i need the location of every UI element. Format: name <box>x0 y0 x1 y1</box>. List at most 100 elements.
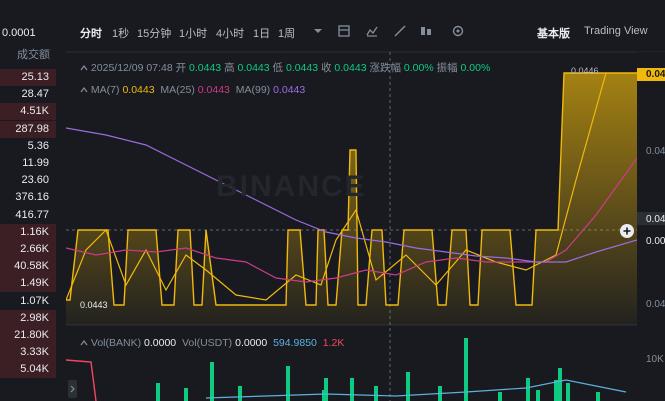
trade-row: 376.16 <box>15 191 49 204</box>
expand-panel-button[interactable] <box>68 380 77 398</box>
volume-axis-label: 10K <box>646 354 664 365</box>
vol-ma-value-2: 1.2K <box>322 337 345 349</box>
volume-bar <box>566 383 570 401</box>
trade-row: 1.16K <box>0 223 56 241</box>
open-value: 0.0443 <box>189 62 222 74</box>
tradingview-tab[interactable]: Trading View <box>584 25 648 37</box>
high-value: 0.0443 <box>237 62 270 74</box>
candle-datetime: 2025/12/09 07:48 <box>90 62 173 74</box>
amplitude-label: 振幅 <box>436 62 458 74</box>
high-marker-label: 0.0446 <box>571 66 599 76</box>
price-chart[interactable]: 分时 1秒 15分钟 1小时 4小时 1日 1周 基本版 Trading Vie… <box>66 0 665 401</box>
interval-tab-1h[interactable]: 1小时 <box>179 28 208 40</box>
ma99-value: 0.0443 <box>273 84 306 96</box>
volume-bar <box>238 386 242 401</box>
ma7-value: 0.0443 <box>122 84 155 96</box>
header-turnover: 成交额 <box>17 49 50 61</box>
volume-bars <box>66 338 627 401</box>
trade-row: 5.04K <box>0 361 56 379</box>
layout-icon[interactable] <box>419 24 433 38</box>
volume-bar <box>350 378 354 401</box>
volume-ma-line <box>66 359 97 401</box>
volume-bar <box>406 372 410 401</box>
chevron-down-icon[interactable] <box>311 24 325 38</box>
settings-icon[interactable] <box>451 24 465 38</box>
chart-canvas[interactable] <box>66 0 665 401</box>
trade-history-list: 0.0001 成交额 25.13 28.47 4.51K 287.98 5.36 11.9… <box>0 0 56 401</box>
interval-tab-1w[interactable]: 1周 <box>278 28 296 40</box>
volume-bar <box>596 392 600 401</box>
moving-averages <box>66 72 638 301</box>
tools-icon[interactable] <box>393 24 407 38</box>
trade-row: 287.98 <box>0 120 56 138</box>
last-price-tag <box>637 68 665 81</box>
ma7-label: MA(7) <box>90 84 120 96</box>
vol-bank-label: Vol(BANK) <box>90 337 142 349</box>
axis-price-3: 0.00 <box>646 236 665 247</box>
axis-price-4: 0.04 <box>646 299 665 310</box>
trade-row: 1.49K <box>0 275 56 293</box>
volume-bar <box>498 392 502 401</box>
trade-row: 2.98K <box>0 309 56 327</box>
ma25-value: 0.0443 <box>197 84 230 96</box>
trade-row: 3.33K <box>0 344 56 362</box>
vol-usdt-value: 0.0000 <box>235 337 268 349</box>
chart-toolbar: 分时 1秒 15分钟 1小时 4小时 1日 1周 基本版 Trading Vie… <box>66 20 665 44</box>
volume-bar <box>536 390 540 401</box>
ma-info: MA(7) 0.0443 MA(25) 0.0443 MA(99) 0.0443 <box>80 84 305 96</box>
settings-grid-icon[interactable] <box>337 24 351 38</box>
basic-view-tab[interactable]: 基本版 <box>537 28 570 40</box>
trade-row: 416.77 <box>15 208 49 221</box>
volume-bar <box>526 378 530 401</box>
low-marker-label: 0.0443 <box>80 300 108 310</box>
trade-row: 21.80K <box>0 327 56 344</box>
volume-info: Vol(BANK) 0.0000 Vol(USDT) 0.0000 594.98… <box>80 337 344 349</box>
header-price: 0.0001 <box>2 27 36 39</box>
trade-row: 2.66K <box>0 241 56 258</box>
crosshair-price-tag <box>637 212 665 225</box>
ohlc-info: 2025/12/09 07:48 开 0.0443 高 0.0443 低 0.0… <box>80 60 490 75</box>
interval-tab-15m[interactable]: 15分钟 <box>137 28 172 40</box>
chevron-right-icon <box>70 385 75 393</box>
vol-usdt-label: Vol(USDT) <box>182 337 233 349</box>
trade-row: 5.36 <box>27 139 49 152</box>
trade-row: 23.60 <box>21 174 49 187</box>
volume-bar <box>554 380 558 401</box>
interval-tab-timeline[interactable]: 分时 <box>80 28 102 40</box>
volume-bar <box>184 388 188 401</box>
trade-row: 4.51K <box>0 103 56 121</box>
collapse-icon[interactable] <box>80 86 88 94</box>
amplitude-value: 0.00% <box>460 62 491 74</box>
interval-tab-1d[interactable]: 1日 <box>253 28 271 40</box>
volume-bar <box>156 383 160 401</box>
trade-row: 11.99 <box>22 157 49 169</box>
ma99-label: MA(99) <box>235 84 271 96</box>
close-label: 收 <box>321 62 332 74</box>
open-label: 开 <box>175 62 187 74</box>
trade-row: 28.47 <box>21 88 49 101</box>
high-label: 高 <box>224 62 235 74</box>
indicator-icon[interactable] <box>365 24 379 38</box>
volume-bar <box>210 362 214 401</box>
ma25-label: MA(25) <box>160 84 195 96</box>
exchange-watermark: BINANCE <box>216 170 367 203</box>
price-line <box>66 72 637 306</box>
trade-row: 25.13 <box>0 69 56 86</box>
change-value: 0.00% <box>403 62 434 74</box>
volume-ma-line <box>205 379 627 399</box>
volume-bar <box>558 368 562 401</box>
interval-tab-4h[interactable]: 4小时 <box>216 28 245 40</box>
volume-bar <box>374 386 378 401</box>
change-label: 涨跌幅 <box>369 62 401 74</box>
vol-ma-value-1: 594.9850 <box>273 337 317 349</box>
collapse-icon[interactable] <box>80 339 88 347</box>
interval-tab-1s[interactable]: 1秒 <box>112 28 130 40</box>
vol-bank-value: 0.0000 <box>144 337 177 349</box>
trade-row: 40.58K <box>0 258 56 276</box>
ma99-line <box>66 127 638 263</box>
low-value: 0.0443 <box>285 62 319 74</box>
collapse-icon[interactable] <box>80 64 88 72</box>
plus-icon <box>623 227 631 235</box>
ma7-line <box>66 72 607 301</box>
volume-bar <box>464 338 468 401</box>
